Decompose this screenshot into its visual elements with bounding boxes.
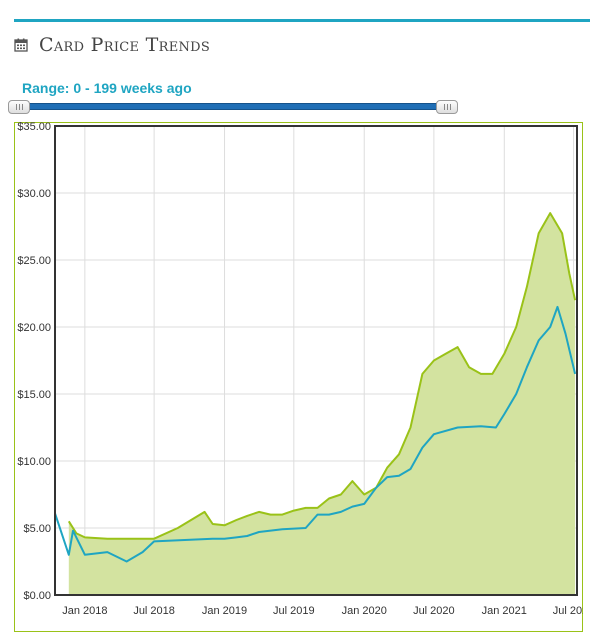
range-label: Range: 0 - 199 weeks ago <box>22 80 192 96</box>
y-tick-label: $0.00 <box>23 590 51 602</box>
y-tick-label: $5.00 <box>23 523 51 535</box>
card-price-trends-header: Card Price Trends <box>14 30 210 60</box>
y-tick-label: $35.00 <box>17 122 51 133</box>
x-tick-label: Jul 2020 <box>413 605 455 617</box>
top-rule <box>14 19 590 22</box>
price-chart-svg: $0.00 $5.00 $10.00 $15.00 $20.00 $25.00 $30.00… <box>14 121 594 632</box>
series-0-line <box>67 212 577 540</box>
range-slider-track[interactable] <box>12 103 454 110</box>
price-chart: $0.00 $5.00 $10.00 $15.00 $20.00 $25.00 $30.00… <box>14 121 594 632</box>
x-tick-label: Jan 2021 <box>482 605 527 617</box>
range-slider-right-handle[interactable] <box>436 100 458 114</box>
calendar-icon <box>14 38 28 52</box>
x-tick-label: Jul 2019 <box>273 605 315 617</box>
y-tick-label: $15.00 <box>17 389 51 401</box>
y-tick-label: $25.00 <box>17 255 51 267</box>
y-tick-label: $20.00 <box>17 322 51 334</box>
range-slider-left-handle[interactable] <box>8 100 30 114</box>
x-tick-label: Jan 2019 <box>202 605 247 617</box>
y-tick-label: $30.00 <box>17 188 51 200</box>
x-tick-label: Jan 2018 <box>62 605 107 617</box>
y-tick-label: $10.00 <box>17 456 51 468</box>
range-slider[interactable] <box>8 100 458 114</box>
series-0-area <box>68 213 576 595</box>
plot-frame <box>54 125 578 596</box>
x-tick-label: Jul 2021 <box>553 605 583 617</box>
page-title: Card Price Trends <box>39 34 211 56</box>
series-1-line <box>54 305 577 563</box>
x-tick-label: Jul 2018 <box>133 605 175 617</box>
x-tick-label: Jan 2020 <box>342 605 387 617</box>
